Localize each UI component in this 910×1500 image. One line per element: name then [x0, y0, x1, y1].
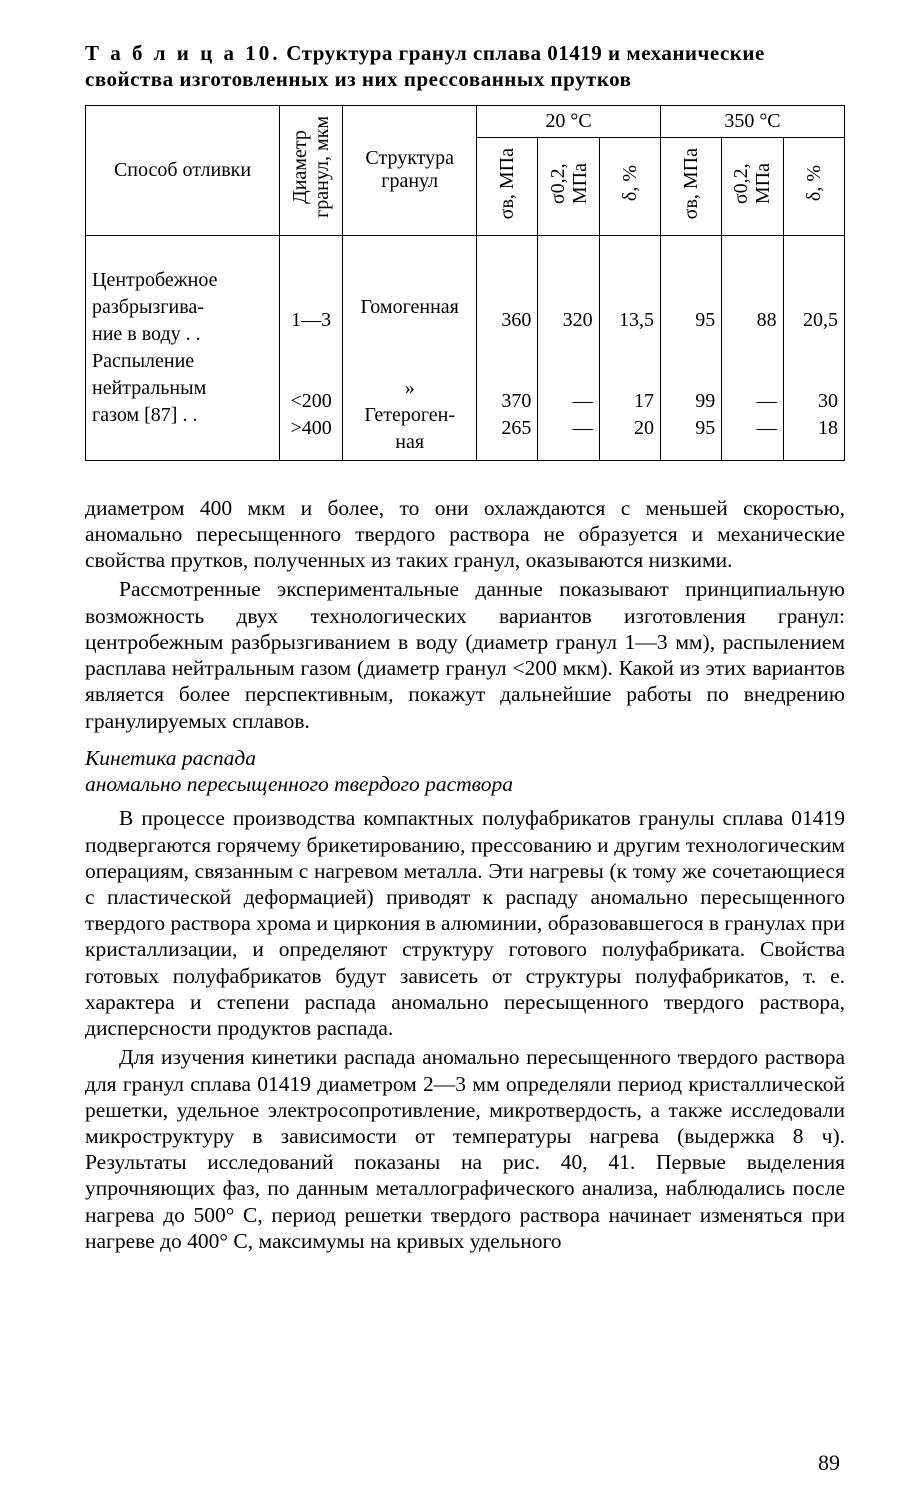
th-20c: 20 °C — [477, 105, 661, 137]
paragraph-1: диаметром 400 мкм и более, то они охлажд… — [85, 495, 845, 574]
th-method: Способ отливки — [86, 105, 280, 235]
cell-350-s02: 88 —— — [722, 235, 783, 460]
paragraph-4: Для изучения кинетики распада аномально … — [85, 1044, 845, 1254]
cell-20-sb: 360 370265 — [477, 235, 538, 460]
th-d-350: δ, % — [783, 137, 844, 235]
data-table: Способ отливки Диаметргранул, мкм Структ… — [85, 105, 845, 461]
struct-block: Гомогенная »Гетероген-ная — [349, 240, 470, 456]
page-number: 89 — [818, 1450, 840, 1476]
th-s02-350: σ0,2,МПа — [722, 137, 783, 235]
th-sb-350: σв, МПа — [660, 137, 721, 235]
th-diameter: Диаметргранул, мкм — [280, 105, 343, 235]
cell-20-d: 13,5 1720 — [599, 235, 660, 460]
th-350c: 350 °C — [660, 105, 844, 137]
th-d-20: δ, % — [599, 137, 660, 235]
subheading: Кинетика распадааномально пересыщенного … — [85, 746, 845, 798]
cell-350-d: 20,5 3018 — [783, 235, 844, 460]
cell-struct: Гомогенная »Гетероген-ная — [343, 235, 477, 460]
cell-diam: 1—3 <200>400 — [280, 235, 343, 460]
cell-350-sb: 95 9995 — [660, 235, 721, 460]
paragraph-2: Рассмотренные экспериментальные данные п… — [85, 576, 845, 733]
th-s02-20: σ0,2,МПа — [538, 137, 599, 235]
paragraph-3: В процессе производства компактных полуф… — [85, 805, 845, 1041]
cell-20-s02: 320 —— — [538, 235, 599, 460]
cell-method: Центробежноеразбрызгива-ние в воду . .Ра… — [86, 235, 280, 460]
diam-block: 1—3 <200>400 — [286, 253, 336, 442]
caption-label: Т а б л и ц а 10. — [85, 41, 281, 65]
th-sb-20: σв, МПа — [477, 137, 538, 235]
th-diameter-text: Диаметргранул, мкм — [289, 110, 333, 224]
th-structure: Структурагранул — [343, 105, 477, 235]
page: Т а б л и ц а 10. Структура гранул сплав… — [0, 0, 910, 1500]
table-caption: Т а б л и ц а 10. Структура гранул сплав… — [85, 40, 845, 93]
method-block: Центробежноеразбрызгива-ние в воду . .Ра… — [92, 267, 273, 429]
